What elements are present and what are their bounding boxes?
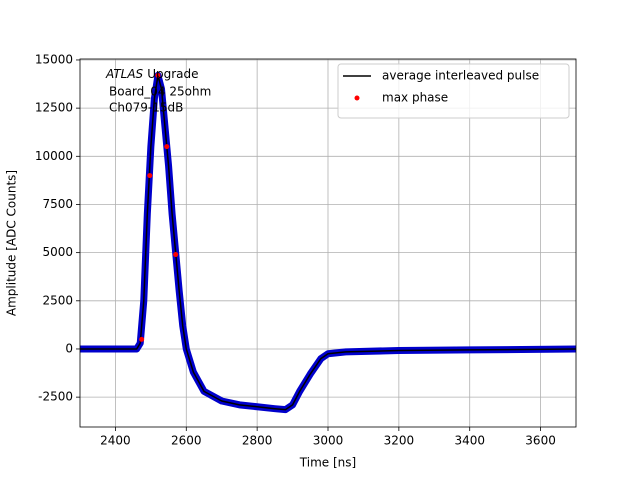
y-tick-label: -2500 [38, 390, 73, 404]
data-point [139, 336, 145, 342]
legend-label: max phase [382, 91, 448, 105]
x-tick-label: 2600 [171, 434, 202, 448]
data-point [173, 252, 179, 258]
annotation: Board_04 25ohm [109, 85, 211, 99]
legend-label: average interleaved pulse [382, 69, 539, 83]
data-point [164, 144, 170, 150]
x-tick-label: 3400 [454, 434, 485, 448]
series-line [80, 74, 576, 411]
y-tick-label: 10000 [35, 149, 73, 163]
data-point [155, 72, 161, 78]
x-tick-label: 2800 [242, 434, 273, 448]
annotation: Ch079-15dB [109, 101, 183, 115]
y-tick-label: 0 [65, 341, 73, 355]
annotation: ATLAS Upgrade [105, 67, 199, 81]
y-tick-label: 2500 [42, 293, 73, 307]
annotation-italic: ATLAS [105, 67, 144, 81]
data-point [147, 173, 153, 179]
y-tick-label: 7500 [42, 197, 73, 211]
y-tick-label: 15000 [35, 52, 73, 66]
axes-frame [79, 58, 577, 428]
y-tick-label: 12500 [35, 101, 73, 115]
y-axis-label: Amplitude [ADC Counts] [5, 170, 19, 316]
x-tick-label: 3200 [384, 434, 415, 448]
annotation-text: Upgrade [147, 67, 198, 81]
legend-box [337, 63, 570, 119]
x-tick-label: 3600 [525, 434, 556, 448]
plot-area [80, 71, 576, 414]
x-axis-label: Time [ns] [299, 456, 356, 470]
x-tick-label: 2400 [100, 434, 131, 448]
y-tick-label: 5000 [42, 245, 73, 259]
legend-marker [354, 95, 360, 101]
x-tick-label: 3000 [313, 434, 344, 448]
